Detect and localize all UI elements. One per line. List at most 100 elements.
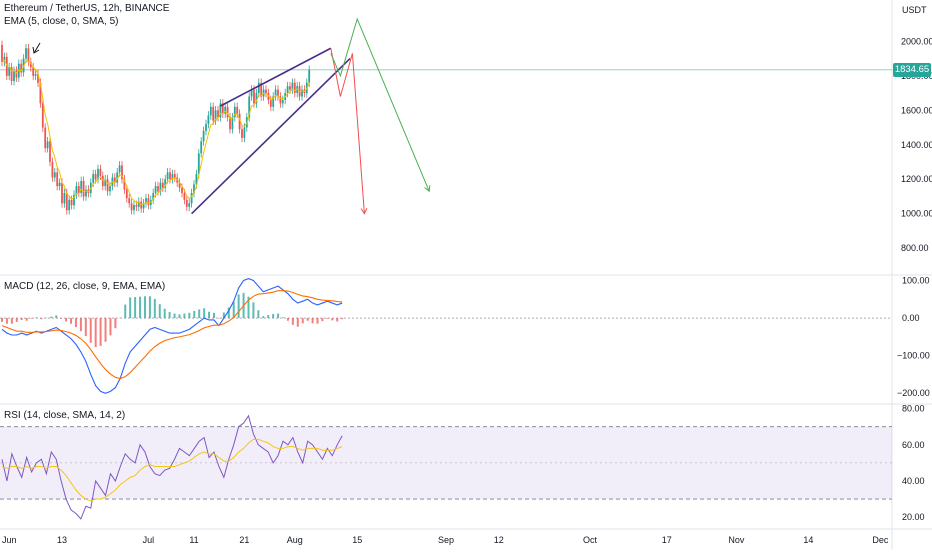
time-axis-label: Aug xyxy=(287,535,303,545)
macd-histogram-bar xyxy=(30,318,33,319)
candle-body xyxy=(82,180,85,197)
macd-histogram-bar xyxy=(5,318,8,324)
price-tick-label: 2000.00 xyxy=(901,36,932,46)
candle-body xyxy=(152,193,155,200)
last-price-tag: 1834.65 xyxy=(893,62,931,77)
candle-body xyxy=(195,174,198,185)
candle-body xyxy=(34,74,37,76)
candle-body xyxy=(257,82,260,94)
candle-body xyxy=(233,106,236,118)
macd-histogram-bar xyxy=(286,318,289,321)
candle-body xyxy=(293,82,296,94)
macd-legend[interactable]: MACD (12, 26, close, 9, EMA, EMA) xyxy=(4,281,166,292)
macd-histogram-bar xyxy=(134,297,137,319)
candle-body xyxy=(224,106,227,114)
candle-body xyxy=(125,189,128,199)
macd-histogram-bar xyxy=(15,318,18,322)
symbol-legend[interactable]: Ethereum / TetherUS, 12h, BINANCE xyxy=(4,3,170,14)
macd-histogram-bar xyxy=(203,308,206,319)
candle-body xyxy=(113,177,116,183)
time-axis-label: 11 xyxy=(189,535,198,545)
candle-body xyxy=(46,141,49,149)
macd-tick-label: −100.00 xyxy=(897,351,930,361)
macd-histogram-bar xyxy=(217,318,220,319)
candle-body xyxy=(27,48,30,63)
price-tick-label: 1400.00 xyxy=(901,140,932,150)
candle-body xyxy=(161,182,164,188)
time-axis-label: Sep xyxy=(438,535,454,545)
candle-body xyxy=(289,86,291,90)
macd-histogram-bar xyxy=(114,318,117,329)
ema-legend[interactable]: EMA (5, close, 0, SMA, 5) xyxy=(4,16,119,27)
candle-body xyxy=(178,182,181,188)
time-axis-label: Nov xyxy=(728,535,745,545)
candle-body xyxy=(73,194,75,206)
macd-histogram-bar xyxy=(198,309,201,319)
annotation-arrowhead xyxy=(32,46,40,54)
macd-histogram-bar xyxy=(252,302,255,319)
candle-body xyxy=(29,62,32,68)
candle-body xyxy=(212,106,215,121)
macd-histogram-bar xyxy=(316,318,319,324)
macd-histogram-bar xyxy=(50,316,53,319)
candle-body xyxy=(5,56,8,76)
candle-body xyxy=(53,172,56,178)
candle-body xyxy=(142,203,145,209)
candle-body xyxy=(248,96,251,118)
candle-body xyxy=(94,174,97,180)
candle-body xyxy=(77,186,80,194)
candle-body xyxy=(241,129,243,138)
macd-histogram-bar xyxy=(148,296,151,319)
macd-histogram-bar xyxy=(129,297,132,319)
candle-body xyxy=(202,130,205,142)
candle-body xyxy=(147,198,150,206)
macd-histogram-bar xyxy=(336,318,339,322)
ema-line xyxy=(1,59,310,205)
candle-body xyxy=(70,199,73,206)
candle-body xyxy=(238,113,241,130)
candle-body xyxy=(123,179,126,190)
macd-histogram-bar xyxy=(104,318,107,342)
macd-histogram-bar xyxy=(311,318,314,324)
macd-histogram-bar xyxy=(158,304,161,319)
candle-body xyxy=(159,182,162,192)
macd-tick-label: 100.00 xyxy=(902,276,930,286)
time-axis-label: Jul xyxy=(143,535,155,545)
candle-body xyxy=(3,56,6,63)
signal-line xyxy=(1,290,343,380)
candle-body xyxy=(226,106,229,118)
time-axis-label: Dec xyxy=(872,535,889,545)
candle-body xyxy=(104,179,107,187)
candle-body xyxy=(217,110,219,118)
candle-body xyxy=(166,172,169,180)
time-axis-label: 14 xyxy=(803,535,813,545)
macd-histogram-bar xyxy=(74,318,77,328)
macd-histogram-bar xyxy=(45,317,48,319)
currency-label: USDT xyxy=(902,5,927,15)
rsi-legend[interactable]: RSI (14, close, SMA, 14, 2) xyxy=(4,410,126,421)
macd-histogram-bar xyxy=(227,307,230,319)
candle-body xyxy=(171,174,174,180)
candle-body xyxy=(20,63,23,73)
price-tick-label: 1200.00 xyxy=(901,174,932,184)
candle-body xyxy=(154,186,157,194)
macd-histogram-bar xyxy=(55,315,58,319)
candle-body xyxy=(145,198,147,204)
bearish-path-arrowhead xyxy=(360,208,368,215)
candle-body xyxy=(274,89,277,97)
candle-body xyxy=(121,165,123,180)
candle-body xyxy=(13,70,15,81)
candle-body xyxy=(277,89,279,97)
candle-body xyxy=(92,174,95,183)
macd-histogram-bar xyxy=(20,318,23,320)
candle-body xyxy=(185,199,188,207)
candle-body xyxy=(80,180,83,194)
macd-histogram-bar xyxy=(153,298,156,319)
candle-body xyxy=(169,172,171,180)
macd-histogram-bar xyxy=(89,318,92,343)
candle-body xyxy=(101,175,104,187)
candle-body xyxy=(219,103,222,118)
macd-histogram-bar xyxy=(183,313,186,319)
